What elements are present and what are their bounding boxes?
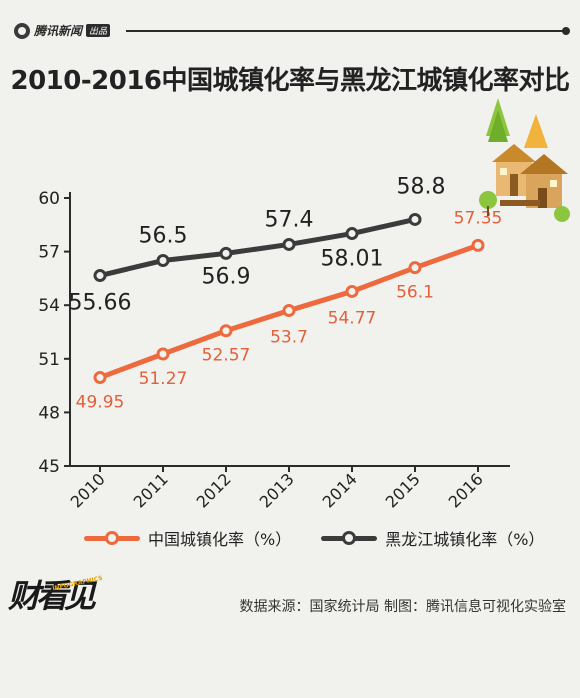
houses-illustration: [479, 98, 570, 222]
header: 腾讯新闻 出品: [14, 16, 570, 46]
data-point: [219, 324, 233, 338]
x-tick-label: 2014: [319, 469, 361, 511]
data-label: 57.4: [265, 207, 314, 232]
data-label: 55.66: [69, 291, 132, 316]
chart-legend: 中国城镇化率（%） 黑龙江城镇化率（%）: [84, 526, 544, 550]
data-label: 56.9: [202, 264, 251, 289]
legend-swatch-china: [84, 529, 140, 547]
data-point: [156, 254, 170, 268]
data-label: 58.8: [397, 174, 446, 199]
legend-item-heilongjiang: 黑龙江城镇化率（%）: [321, 526, 544, 550]
legend-label-china: 中国城镇化率（%）: [148, 530, 292, 549]
data-label: 54.77: [328, 308, 377, 328]
y-tick-label: 45: [38, 457, 60, 477]
x-tick-label: 2013: [256, 469, 298, 511]
legend-swatch-heilongjiang: [321, 529, 378, 547]
data-point: [282, 237, 296, 251]
brand: 腾讯新闻 出品: [14, 22, 111, 39]
source-note: 数据来源：国家统计局 制图：腾讯信息可视化实验室: [239, 599, 566, 615]
data-point: [345, 227, 359, 241]
data-point: [408, 261, 422, 275]
tencent-news-icon: [14, 22, 30, 39]
caikanjian-logo: 财看见 INFOGRAPHICS: [8, 574, 118, 620]
data-point: [219, 246, 233, 260]
data-point: [471, 238, 485, 252]
data-label: 51.27: [139, 369, 188, 389]
data-label: 56.1: [396, 283, 434, 303]
data-label: 49.95: [76, 393, 125, 413]
data-label: 52.57: [202, 346, 251, 366]
data-label: 53.7: [270, 328, 308, 348]
series-line-1: [97, 216, 418, 279]
legend-item-china: 中国城镇化率（%）: [84, 526, 291, 550]
header-rule-dot: [562, 27, 570, 35]
data-label: 58.01: [321, 247, 384, 272]
data-label: 57.35: [454, 208, 503, 228]
data-point: [282, 304, 296, 318]
x-tick-label: 2010: [67, 469, 109, 511]
x-tick-label: 2011: [130, 469, 172, 511]
data-point: [93, 269, 107, 283]
data-point: [345, 284, 359, 298]
brand-name: 腾讯新闻: [34, 24, 83, 38]
x-tick-label: 2015: [382, 469, 424, 511]
x-tick-label: 2016: [445, 469, 487, 511]
y-tick-label: 48: [38, 403, 60, 423]
brand-tag: 出品: [86, 24, 111, 37]
data-point: [93, 371, 107, 385]
data-point: [408, 212, 422, 226]
x-tick-label: 2012: [193, 469, 235, 511]
chart-title: 2010-2016中国城镇化率与黑龙江城镇化率对比: [10, 66, 570, 96]
y-tick-label: 60: [38, 189, 60, 209]
y-tick-label: 54: [38, 296, 60, 316]
y-tick-label: 57: [38, 243, 60, 263]
legend-label-heilongjiang: 黑龙江城镇化率（%）: [385, 530, 545, 549]
y-tick-label: 51: [38, 350, 60, 370]
logo-text: 财看见: [8, 577, 96, 615]
header-rule: [126, 30, 566, 32]
data-label: 56.5: [139, 224, 188, 249]
data-point: [156, 347, 170, 361]
line-chart: 60 57 54 51 48 45 2010 2011 2012 2013 2014 2015 2016…: [38, 174, 510, 512]
